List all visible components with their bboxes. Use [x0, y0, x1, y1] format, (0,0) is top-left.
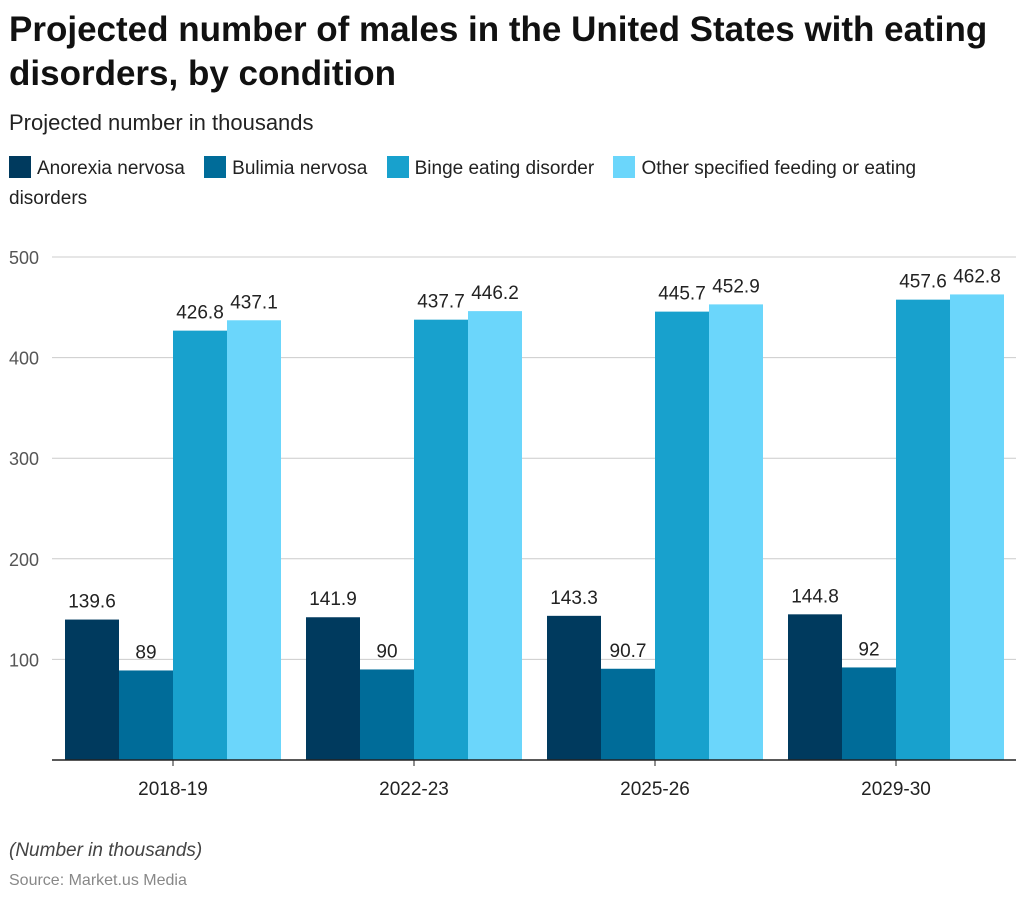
legend-swatch-bulimia	[204, 156, 227, 178]
legend-label-other: Other specified feeding or eating disord…	[9, 158, 917, 209]
bar	[468, 311, 522, 760]
data-label: 437.7	[417, 292, 465, 313]
x-tick-label: 2025-26	[620, 779, 690, 800]
bar	[119, 670, 173, 760]
legend-swatch-other	[613, 156, 636, 178]
legend-item-binge: Binge eating disorder	[386, 156, 600, 179]
data-label: 462.8	[953, 266, 1001, 287]
y-tick-label: 400	[9, 349, 39, 369]
data-label: 446.2	[471, 283, 519, 304]
source-note: Source: Market.us Media	[9, 872, 187, 889]
x-tick-label: 2022-23	[379, 779, 449, 800]
data-label: 89	[135, 642, 156, 663]
chart-title: Projected number of males in the United …	[9, 10, 988, 93]
bar	[414, 319, 468, 760]
bar	[950, 294, 1004, 760]
y-tick-label: 500	[9, 248, 39, 268]
data-label: 90	[376, 641, 397, 662]
x-tick-label: 2029-30	[861, 779, 931, 800]
data-label: 92	[858, 639, 879, 660]
data-label: 452.9	[712, 276, 760, 297]
bar	[842, 667, 896, 760]
data-label: 90.7	[610, 641, 647, 662]
legend-swatch-binge	[386, 156, 409, 178]
legend-item-anorexia: Anorexia nervosa	[9, 156, 190, 179]
footnote: (Number in thousands)	[9, 840, 203, 861]
bar	[655, 311, 709, 760]
legend-label-binge: Binge eating disorder	[414, 158, 595, 179]
bar	[65, 619, 119, 760]
data-label: 143.3	[550, 588, 598, 609]
bar	[788, 614, 842, 760]
legend-label-anorexia: Anorexia nervosa	[37, 158, 185, 179]
bar	[360, 669, 414, 760]
y-tick-label: 100	[9, 650, 39, 670]
data-label: 426.8	[176, 303, 224, 324]
legend-item-bulimia: Bulimia nervosa	[204, 156, 372, 179]
bar	[173, 330, 227, 760]
bar	[896, 299, 950, 760]
data-label: 445.7	[658, 284, 706, 305]
chart-subtitle: Projected number in thousands	[9, 110, 314, 135]
legend-label-bulimia: Bulimia nervosa	[232, 158, 368, 179]
bar	[709, 304, 763, 760]
legend-swatch-anorexia	[9, 156, 31, 178]
y-tick-label: 300	[9, 449, 39, 469]
data-label: 144.8	[791, 586, 839, 607]
data-label: 139.6	[68, 592, 116, 613]
data-label: 141.9	[309, 589, 357, 610]
bar	[306, 617, 360, 760]
data-label: 437.1	[230, 292, 278, 313]
bar-chart: 100 200 300 400 500 139.6 141.9 143.3 144.8 89 90 9…	[9, 248, 1016, 800]
bar	[227, 320, 281, 760]
y-tick-label: 200	[9, 550, 39, 570]
legend-item-other: Other specified feeding or eating disord…	[9, 156, 917, 209]
x-tick-label: 2018-19	[138, 779, 208, 800]
data-label: 457.6	[899, 272, 947, 293]
bar	[547, 615, 601, 760]
legend: Anorexia nervosa Bulimia nervosa Binge e…	[9, 154, 1009, 214]
bar	[601, 668, 655, 760]
